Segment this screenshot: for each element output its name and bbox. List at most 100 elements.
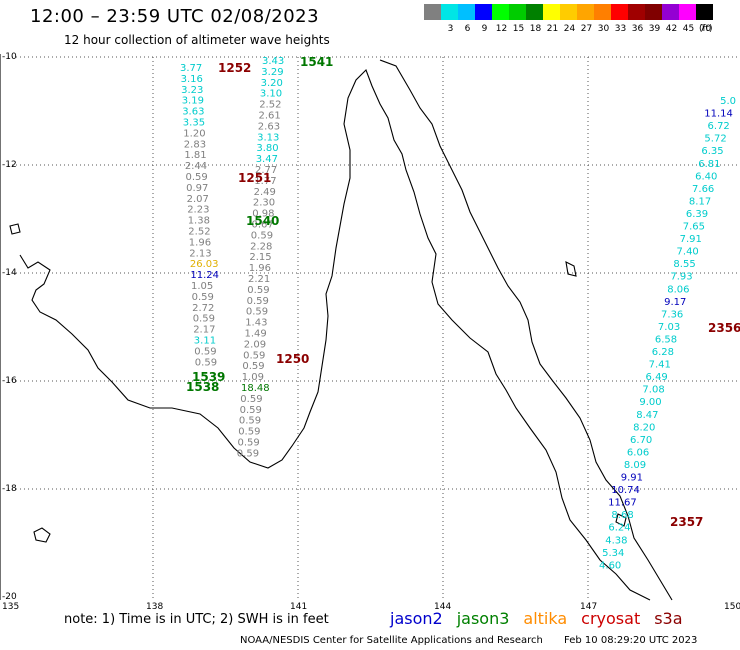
wave-height-value: 1.05: [191, 281, 213, 292]
wave-height-value: 0.59: [240, 394, 262, 405]
legend-swatch: [458, 4, 475, 20]
wave-height-value: 1.43: [245, 318, 267, 329]
wave-height-value: 6.06: [627, 447, 649, 458]
wave-height-value: 0.59: [246, 307, 268, 318]
satellite-name: s3a: [654, 609, 683, 628]
wave-height-value: 2.72: [192, 303, 214, 314]
wave-height-value: 0.59: [193, 314, 215, 325]
latitude-label: -18: [2, 484, 17, 494]
wave-height-value: 9.91: [621, 473, 643, 484]
island-4: [615, 513, 627, 527]
wave-height-value: 3.11: [194, 336, 216, 347]
pass-label: 1251: [238, 171, 271, 185]
wave-height-value: 2.61: [259, 111, 281, 122]
latitude-label: -20: [2, 592, 17, 602]
legend-swatch: [662, 4, 679, 20]
legend-swatch: [679, 4, 696, 20]
island-3: [565, 261, 577, 277]
legend-unit: (ft): [699, 24, 713, 34]
latitude-label: -12: [2, 160, 17, 170]
pass-label: 1541: [300, 55, 333, 69]
wave-height-value: 10.74: [611, 485, 640, 496]
map-title: 12:00 – 23:59 UTC 02/08/2023: [30, 6, 320, 27]
wave-height-value: 8.06: [667, 284, 689, 295]
satellite-name: jason2: [390, 609, 443, 628]
wave-height-value: 1.20: [183, 128, 205, 139]
wave-height-value: 5.72: [704, 134, 726, 145]
wave-height-value: 1.09: [242, 372, 264, 383]
coastline: [0, 54, 673, 601]
longitude-label: 141: [290, 602, 308, 612]
legend-label: 42: [665, 24, 678, 34]
wave-height-value: 2.30: [253, 198, 275, 209]
wave-height-value: 6.81: [698, 159, 720, 170]
wave-height-value: 2.09: [244, 339, 266, 350]
longitude-label: 135: [2, 602, 20, 612]
wave-height-value: 2.07: [187, 194, 209, 205]
wave-height-value: 8.68: [611, 510, 633, 521]
wave-height-value: 9.17: [664, 297, 686, 308]
wave-height-value: 3.80: [256, 143, 278, 154]
wave-height-value: 0.59: [237, 448, 259, 459]
wave-height-value: 8.47: [636, 410, 658, 421]
wave-height-value: 7.36: [661, 309, 683, 320]
wave-height-value: 2.77: [255, 165, 277, 176]
wave-height-value: 1.96: [189, 237, 211, 248]
satellite-name: cryosat: [581, 609, 641, 628]
longitude-label: 150: [724, 602, 740, 612]
wave-height-value: 0.59: [240, 405, 262, 416]
legend-label: 24: [563, 24, 576, 34]
wave-height-value: 3.16: [181, 74, 203, 85]
credit-text: NOAA/NESDIS Center for Satellite Applica…: [240, 635, 543, 646]
island-1: [33, 527, 51, 543]
wave-height-value: 3.35: [183, 118, 205, 129]
wave-height-value: 3.43: [262, 56, 284, 67]
pass-label: 2357: [670, 515, 703, 529]
timestamp-text: Feb 10 08:29:20 UTC 2023: [564, 635, 698, 646]
wave-height-value: 0.67: [252, 220, 274, 231]
wave-height-value: 6.58: [655, 335, 677, 346]
wave-height-value: 3.23: [181, 85, 203, 96]
wave-height-value: 26.03: [190, 259, 219, 270]
wave-height-value: 0.59: [192, 292, 214, 303]
wave-height-value: 0.59: [195, 357, 217, 368]
wave-height-value: 2.15: [249, 252, 271, 263]
legend-label: 70: [699, 24, 712, 34]
wave-height-value: 6.72: [708, 121, 730, 132]
pass-label: 1540: [246, 214, 279, 228]
wave-height-value: 7.91: [680, 234, 702, 245]
wave-height-value: 18.48: [241, 383, 270, 394]
wave-height-value: 1.81: [184, 150, 206, 161]
satellite-name: jason3: [456, 609, 510, 628]
wave-height-value: 3.63: [182, 107, 204, 118]
longitude-label: 147: [580, 602, 598, 612]
wave-height-value: 2.83: [184, 139, 206, 150]
satellite-legend: jason2 jason3 altika cryosat s3a: [390, 609, 697, 628]
legend-label: 39: [648, 24, 661, 34]
legend-swatch: [645, 4, 662, 20]
wave-height-value: 6.40: [695, 171, 717, 182]
footer-credit: NOAA/NESDIS Center for Satellite Applica…: [240, 635, 697, 646]
wave-height-value: 2.13: [189, 248, 211, 259]
wave-height-value: 11.67: [608, 498, 637, 509]
pass-label: 1252: [218, 61, 251, 75]
legend-swatch: [424, 4, 441, 20]
wave-height-value: 2.21: [248, 274, 270, 285]
pass-label: 2356: [708, 321, 740, 335]
legend-swatch: [441, 4, 458, 20]
wave-height-value: 2.17: [193, 325, 215, 336]
wave-height-value: 5.34: [602, 548, 624, 559]
wave-height-value: 8.17: [689, 196, 711, 207]
legend-label: 21: [546, 24, 559, 34]
wave-height-value: 3.47: [256, 154, 278, 165]
legend-label: 3: [447, 24, 454, 34]
pass-label: 1539: [192, 370, 225, 384]
wave-height-value: 0.59: [247, 285, 269, 296]
wave-height-value: 4.60: [599, 560, 621, 571]
wave-height-value: 7.08: [642, 385, 664, 396]
wave-height-value: 2.52: [188, 227, 210, 238]
legend-label: 6: [464, 24, 471, 34]
latitude-label: -14: [2, 268, 17, 278]
